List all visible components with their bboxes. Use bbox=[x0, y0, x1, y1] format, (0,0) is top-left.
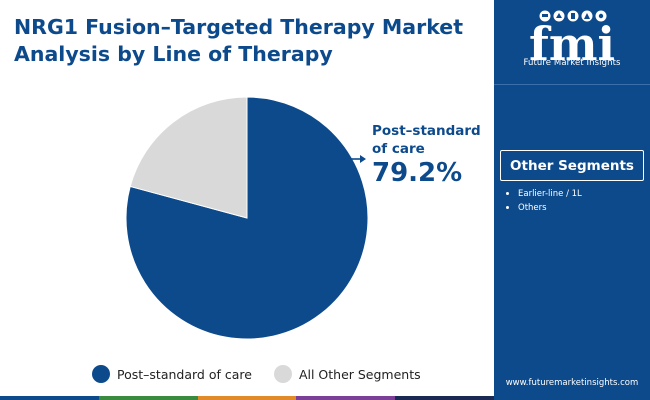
other-segment-label: Earlier-line / 1L bbox=[518, 189, 582, 199]
callout-value: 79.2% bbox=[372, 158, 463, 188]
title-line-1: NRG1 Fusion–Targeted Therapy Market bbox=[14, 15, 464, 39]
legend-item-all-other: All Other Segments bbox=[273, 365, 421, 383]
other-segments-header: Other Segments bbox=[500, 150, 644, 181]
bullet-icon bbox=[506, 192, 509, 195]
footer-stripe bbox=[98, 396, 198, 400]
page-title: NRG1 Fusion–Targeted Therapy Market Anal… bbox=[14, 14, 494, 68]
legend-swatch-post-standard bbox=[92, 365, 110, 383]
brand-sidebar: fmi Future Market Insights Other Segment… bbox=[494, 0, 650, 400]
footer-stripe bbox=[395, 396, 494, 400]
callout-arrow bbox=[350, 155, 366, 163]
bullet-icon bbox=[506, 206, 509, 209]
footer-stripe bbox=[0, 396, 99, 400]
footer-stripe bbox=[197, 396, 297, 400]
legend-label-all-other: All Other Segments bbox=[298, 366, 421, 382]
other-segment-item: Earlier-line / 1L bbox=[506, 187, 582, 201]
legend-item-post-standard: Post–standard of care bbox=[92, 365, 252, 383]
other-segments-list: Earlier-line / 1L Others bbox=[506, 187, 582, 215]
chart-legend: Post–standard of care All Other Segments bbox=[92, 365, 443, 383]
logo-caption: Future Market Insights bbox=[523, 58, 621, 68]
legend-swatch-all-other bbox=[273, 365, 292, 383]
pie-slices bbox=[125, 96, 369, 340]
fmi-logo: fmi bbox=[529, 10, 615, 70]
pie-callout: Post–standard of care 79.2% bbox=[372, 122, 492, 188]
callout-label: Post–standard of care bbox=[372, 123, 481, 157]
legend-label-post-standard: Post–standard of care bbox=[117, 366, 252, 382]
panel-divider bbox=[494, 84, 650, 85]
pie-chart bbox=[125, 96, 369, 340]
other-segment-item: Others bbox=[506, 201, 582, 215]
footer-stripe bbox=[296, 396, 396, 400]
logo-text: fmi bbox=[529, 17, 615, 70]
pie-slice-1 bbox=[129, 96, 248, 219]
other-segment-label: Others bbox=[518, 203, 547, 213]
website-link[interactable]: www.futuremarketinsights.com bbox=[505, 378, 639, 388]
title-line-2: Analysis by Line of Therapy bbox=[14, 42, 333, 66]
